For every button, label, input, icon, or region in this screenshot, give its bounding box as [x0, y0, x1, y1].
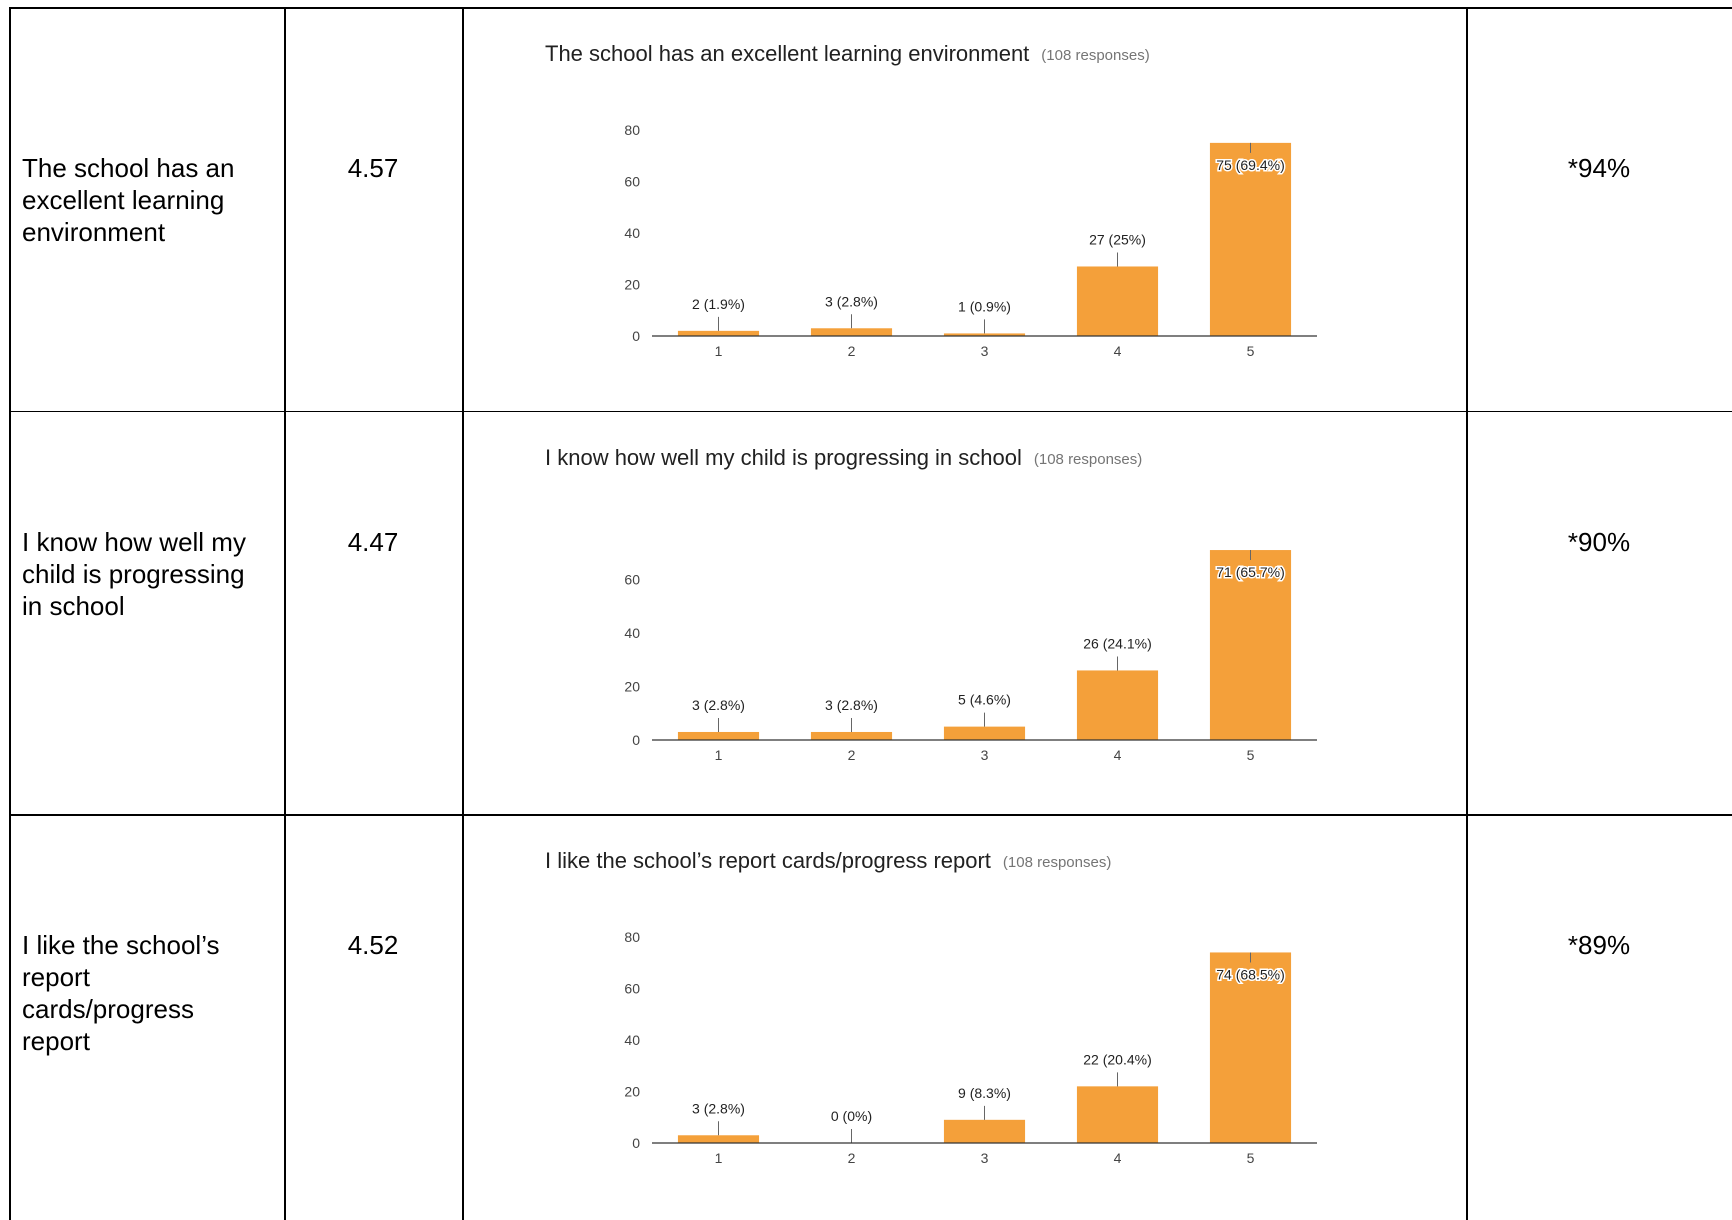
row-border	[9, 410, 1732, 412]
x-tick-label: 2	[848, 1150, 856, 1166]
percent-cell: *89%	[1567, 930, 1631, 960]
value-label: 22 (20.4%)	[1083, 1051, 1151, 1067]
chart-title: I know how well my child is progressing …	[545, 445, 1022, 470]
chart: I like the school’s report cards/progres…	[545, 848, 1317, 1166]
chart-title: I like the school’s report cards/progres…	[545, 848, 991, 873]
row-border	[9, 814, 1732, 816]
value-label: 1 (0.9%)	[958, 298, 1011, 314]
x-tick-label: 4	[1114, 343, 1122, 359]
y-tick-label: 0	[632, 732, 640, 748]
y-tick-label: 60	[624, 174, 640, 190]
value-label: 9 (8.3%)	[958, 1085, 1011, 1101]
bar	[943, 726, 1026, 740]
x-tick-label: 4	[1114, 747, 1122, 763]
x-tick-label: 5	[1247, 747, 1255, 763]
y-tick-label: 20	[624, 277, 640, 293]
row-border	[9, 7, 1732, 9]
y-tick-label: 0	[632, 1135, 640, 1151]
value-label: 71 (65.7%)	[1216, 564, 1284, 580]
column-border	[284, 7, 286, 1220]
value-label: 3 (2.8%)	[825, 293, 878, 309]
x-tick-label: 5	[1247, 1150, 1255, 1166]
bar	[1076, 266, 1159, 336]
statement-cell: I like the school’s report cards/progres…	[22, 930, 220, 1056]
y-tick-label: 80	[624, 929, 640, 945]
bar	[677, 731, 760, 740]
mean-cell: 4.52	[347, 930, 399, 960]
bar	[677, 330, 760, 336]
value-label: 3 (2.8%)	[692, 1100, 745, 1116]
value-label: 27 (25%)	[1089, 231, 1146, 247]
chart-title: The school has an excellent learning env…	[545, 41, 1029, 66]
chart-subtitle: (108 responses)	[1003, 854, 1111, 871]
x-tick-label: 1	[715, 747, 723, 763]
bar	[1076, 1086, 1159, 1143]
y-tick-label: 60	[624, 981, 640, 997]
bar	[1209, 142, 1292, 336]
bar	[677, 1135, 760, 1143]
mean-cell: 4.47	[347, 526, 399, 557]
value-label: 2 (1.9%)	[692, 296, 745, 312]
bar	[1076, 669, 1159, 740]
x-tick-label: 3	[981, 343, 989, 359]
chart: I know how well my child is progressing …	[545, 445, 1317, 763]
bar	[943, 333, 1026, 336]
x-tick-label: 2	[848, 343, 856, 359]
bar	[1209, 952, 1292, 1143]
y-tick-label: 20	[624, 678, 640, 694]
y-tick-label: 40	[624, 1032, 640, 1048]
x-tick-label: 3	[981, 747, 989, 763]
value-label: 0 (0%)	[831, 1108, 872, 1124]
y-tick-label: 40	[624, 624, 640, 640]
value-label: 74 (68.5%)	[1216, 966, 1284, 982]
x-tick-label: 2	[848, 747, 856, 763]
value-label: 3 (2.8%)	[692, 696, 745, 712]
y-tick-label: 60	[624, 571, 640, 587]
column-border	[462, 7, 464, 1220]
statement-cell: The school has an excellent learning env…	[22, 153, 235, 247]
percent-cell: *94%	[1567, 153, 1631, 183]
chart-subtitle: (108 responses)	[1034, 451, 1142, 468]
y-tick-label: 0	[632, 328, 640, 344]
x-tick-label: 3	[981, 1150, 989, 1166]
value-label: 5 (4.6%)	[958, 691, 1011, 707]
column-border	[9, 7, 11, 1220]
statement-cell: I know how well my child is progressing …	[22, 526, 246, 621]
percent-cell: *90%	[1567, 526, 1631, 557]
value-label: 26 (24.1%)	[1083, 635, 1151, 651]
x-tick-label: 5	[1247, 343, 1255, 359]
y-tick-label: 20	[624, 1084, 640, 1100]
bar	[810, 328, 893, 336]
bar	[810, 731, 893, 740]
chart-subtitle: (108 responses)	[1041, 47, 1149, 64]
x-tick-label: 1	[715, 343, 723, 359]
bar	[943, 1119, 1026, 1143]
value-label: 3 (2.8%)	[825, 696, 878, 712]
chart: The school has an excellent learning env…	[545, 41, 1317, 359]
x-tick-label: 4	[1114, 1150, 1122, 1166]
value-label: 75 (69.4%)	[1216, 157, 1284, 173]
x-tick-label: 1	[715, 1150, 723, 1166]
bar	[1209, 549, 1292, 740]
column-border	[1466, 7, 1468, 1220]
y-tick-label: 40	[624, 225, 640, 241]
y-tick-label: 80	[624, 122, 640, 138]
mean-cell: 4.57	[347, 153, 399, 183]
